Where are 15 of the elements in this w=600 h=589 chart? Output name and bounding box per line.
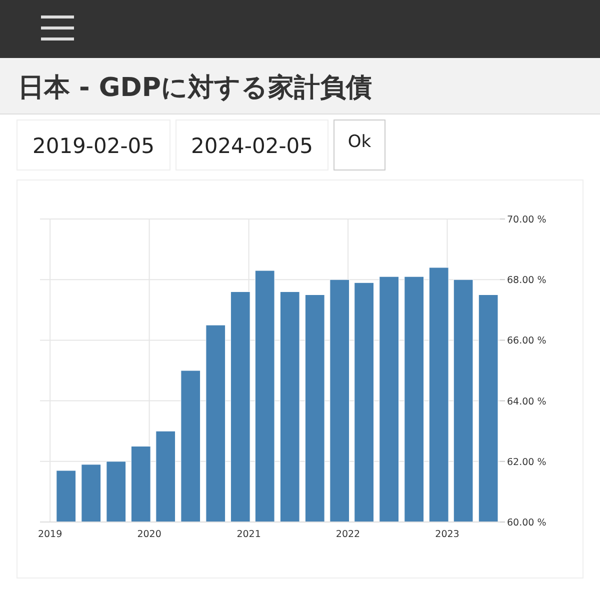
text: Ok [348,132,372,152]
chart-title: 日本 - GDPに対する家計負債 [18,73,372,103]
x-tick-label: 2023 [435,529,460,540]
text: 2024-02-05 [190,134,314,158]
x-tick-label: 2020 [137,529,162,540]
text: 2019-02-05 [32,134,155,158]
y-tick-label: 66.00 % [507,336,546,347]
x-tick-label: 2021 [236,529,261,540]
y-tick-label: 70.00 % [507,214,546,226]
y-tick-label: 64.00 % [507,396,546,408]
y-tick-label: 68.00 % [507,275,546,286]
x-tick-label: 2019 [38,529,62,540]
y-tick-label: 62.00 % [507,456,546,468]
x-tick-label: 2022 [336,529,360,540]
y-tick-label: 60.00 % [507,518,546,528]
